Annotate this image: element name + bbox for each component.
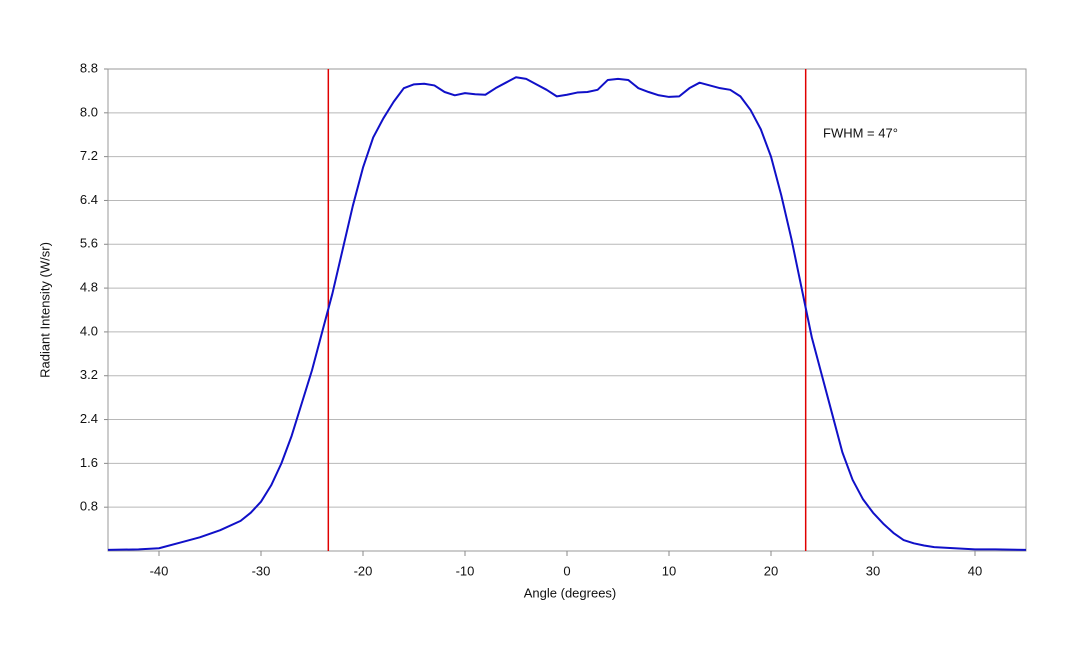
x-tick-label: 20 [764, 563, 778, 578]
y-tick-label: 8.0 [80, 104, 98, 119]
y-tick-label: 4.0 [80, 323, 98, 338]
x-tick-label: 40 [968, 563, 982, 578]
x-tick-label: -20 [354, 563, 373, 578]
y-tick-label: 1.6 [80, 455, 98, 470]
x-tick-label: -30 [252, 563, 271, 578]
annotation: FWHM = 47° [823, 125, 898, 140]
curve [107, 76, 1027, 551]
plot-frame [107, 68, 1027, 552]
y-tick-label: 5.6 [80, 236, 98, 251]
y-tick-label: 0.8 [80, 499, 98, 514]
x-tick-label: -10 [456, 563, 475, 578]
y-tick-label: 2.4 [80, 411, 98, 426]
y-tick-label: 8.8 [80, 60, 98, 75]
x-tick-label: -40 [150, 563, 169, 578]
x-tick-label: 10 [662, 563, 676, 578]
y-tick-label: 6.4 [80, 192, 98, 207]
y-tick-label: 7.2 [80, 148, 98, 163]
x-axis-title: Angle (degrees) [524, 585, 617, 600]
y-tick-label: 4.8 [80, 280, 98, 295]
x-tick-label: 0 [563, 563, 570, 578]
x-tick-label: 30 [866, 563, 880, 578]
y-tick-label: 3.2 [80, 367, 98, 382]
y-axis-title: Radiant Intensity (W/sr) [37, 242, 52, 378]
